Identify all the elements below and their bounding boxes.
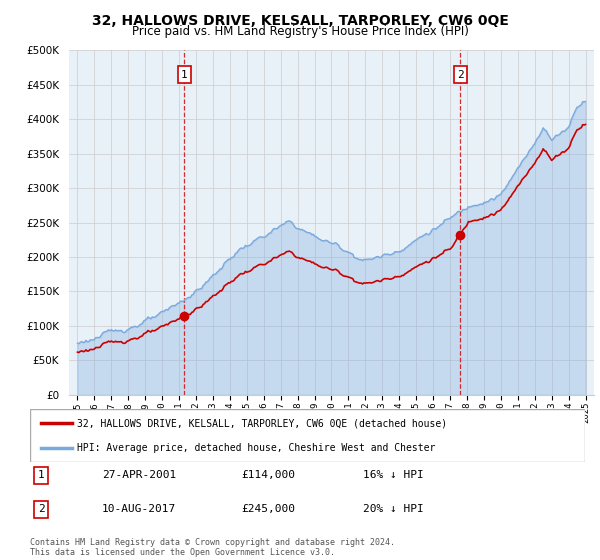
Text: £114,000: £114,000	[241, 470, 295, 480]
Text: 32, HALLOWS DRIVE, KELSALL, TARPORLEY, CW6 0QE: 32, HALLOWS DRIVE, KELSALL, TARPORLEY, C…	[92, 14, 508, 28]
FancyBboxPatch shape	[30, 409, 585, 462]
Text: 2: 2	[457, 69, 464, 80]
Text: 2: 2	[38, 505, 44, 515]
Text: Contains HM Land Registry data © Crown copyright and database right 2024.
This d: Contains HM Land Registry data © Crown c…	[30, 538, 395, 557]
Text: HPI: Average price, detached house, Cheshire West and Chester: HPI: Average price, detached house, Ches…	[77, 442, 436, 452]
Text: 20% ↓ HPI: 20% ↓ HPI	[363, 505, 424, 515]
Text: 1: 1	[181, 69, 188, 80]
Text: 16% ↓ HPI: 16% ↓ HPI	[363, 470, 424, 480]
Text: 1: 1	[38, 470, 44, 480]
Text: £245,000: £245,000	[241, 505, 295, 515]
Text: 32, HALLOWS DRIVE, KELSALL, TARPORLEY, CW6 0QE (detached house): 32, HALLOWS DRIVE, KELSALL, TARPORLEY, C…	[77, 418, 448, 428]
Text: 27-APR-2001: 27-APR-2001	[102, 470, 176, 480]
Text: 10-AUG-2017: 10-AUG-2017	[102, 505, 176, 515]
Text: Price paid vs. HM Land Registry's House Price Index (HPI): Price paid vs. HM Land Registry's House …	[131, 25, 469, 38]
